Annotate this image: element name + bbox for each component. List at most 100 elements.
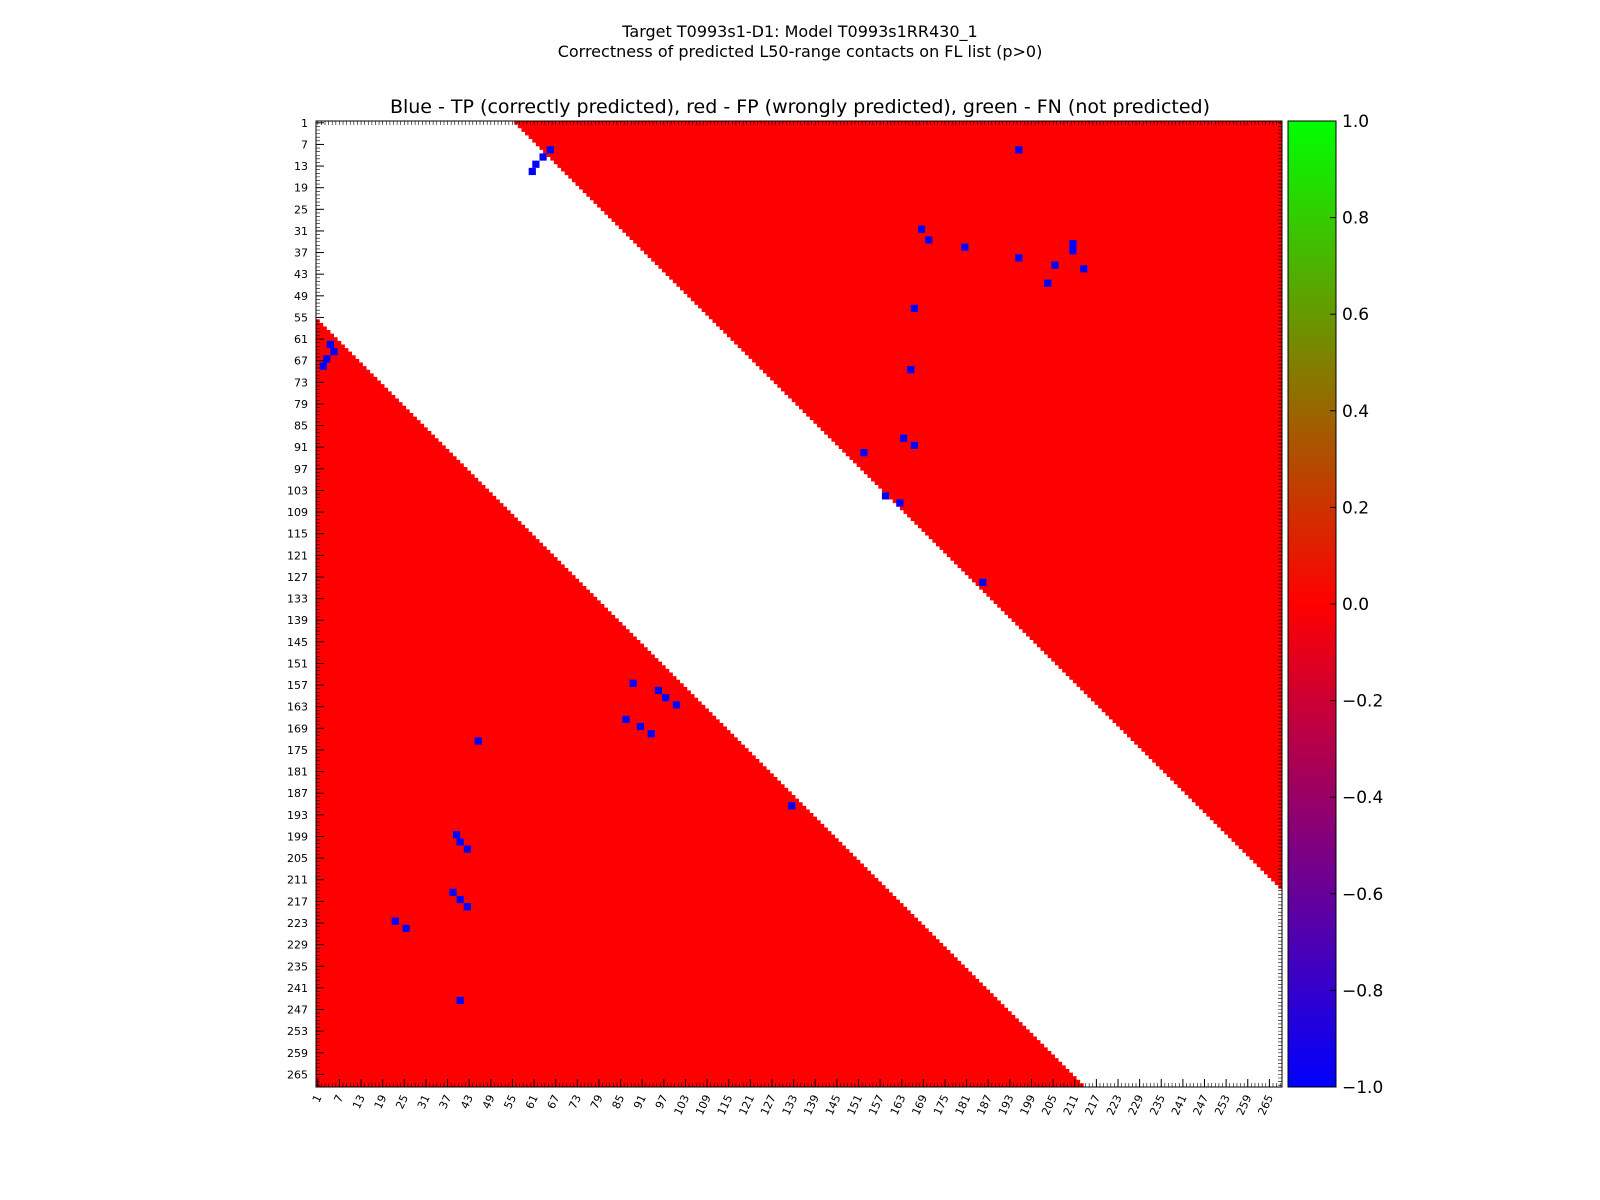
- y-tick-label: 223: [287, 917, 308, 930]
- tp-contact-mark: [662, 694, 670, 702]
- x-tick-label: 127: [758, 1093, 779, 1118]
- tp-contact-mark: [456, 895, 464, 904]
- tp-contact-mark: [463, 845, 471, 853]
- y-tick-label: 163: [287, 701, 308, 714]
- x-tick-label: 109: [693, 1093, 714, 1118]
- x-tick-label: 247: [1191, 1093, 1212, 1118]
- x-tick-label: 181: [953, 1093, 974, 1118]
- colorbar-tick-label: 0.6: [1342, 305, 1369, 325]
- tp-contact-mark: [907, 366, 915, 374]
- tp-contact-mark: [1080, 265, 1088, 273]
- x-tick-label: 43: [458, 1093, 476, 1111]
- x-tick-label: 145: [823, 1093, 844, 1118]
- x-tick-label: 79: [588, 1093, 606, 1111]
- y-tick-label: 211: [287, 874, 308, 887]
- y-tick-label: 127: [287, 571, 308, 584]
- y-tick-label: 61: [294, 333, 308, 346]
- tp-contact-mark: [528, 167, 536, 176]
- y-tick-label: 229: [287, 939, 308, 952]
- tp-contact-mark: [456, 996, 464, 1005]
- x-tick-label: 139: [801, 1093, 822, 1118]
- fp-region-lower: [316, 319, 1084, 1087]
- y-tick-label: 13: [294, 160, 308, 173]
- tp-contact-mark: [1051, 261, 1059, 269]
- y-tick-label: 265: [287, 1068, 308, 1081]
- tp-contact-mark: [330, 348, 338, 356]
- y-tick-label: 151: [287, 657, 308, 670]
- y-tick-label: 115: [287, 528, 308, 541]
- y-tick-label: 73: [294, 376, 308, 389]
- y-tick-label: 175: [287, 744, 308, 757]
- y-tick-label: 67: [294, 355, 308, 368]
- tp-contact-mark: [449, 888, 457, 896]
- tp-contact-mark: [788, 802, 796, 810]
- tp-contact-mark: [622, 715, 630, 723]
- x-tick-label: 67: [545, 1093, 563, 1111]
- y-tick-label: 91: [294, 441, 308, 454]
- x-tick-label: 19: [372, 1093, 390, 1111]
- x-tick-label: 25: [393, 1093, 411, 1111]
- y-tick-label: 49: [294, 290, 308, 303]
- y-tick-label: 133: [287, 593, 308, 606]
- colorbar-tick-label: 0.4: [1342, 402, 1369, 422]
- y-tick-label: 235: [287, 960, 308, 973]
- x-tick-label: 229: [1126, 1093, 1147, 1118]
- x-tick-label: 37: [437, 1093, 455, 1111]
- x-tick-label: 211: [1061, 1093, 1082, 1118]
- tp-contact-mark: [402, 924, 410, 933]
- tp-contact-mark: [629, 679, 637, 687]
- x-tick-label: 1: [310, 1093, 325, 1105]
- tp-contact-mark: [1044, 279, 1052, 287]
- tp-contact-mark: [961, 243, 969, 251]
- colorbar-tick-label: −0.4: [1342, 788, 1383, 808]
- y-tick-label: 253: [287, 1025, 308, 1038]
- tp-contact-mark: [896, 499, 904, 507]
- x-tick-label: 151: [845, 1093, 866, 1118]
- y-tick-label: 7: [301, 138, 308, 151]
- colorbar-tick-label: −0.8: [1342, 981, 1383, 1001]
- tp-contact-mark: [860, 449, 868, 457]
- y-tick-label: 217: [287, 895, 308, 908]
- tp-contact-mark: [910, 304, 918, 313]
- y-tick-label: 169: [287, 722, 308, 735]
- x-tick-label: 265: [1255, 1093, 1276, 1118]
- x-tick-label: 97: [653, 1093, 671, 1111]
- x-tick-label: 133: [780, 1093, 801, 1118]
- figure-title: Target T0993s1-D1: Model T0993s1RR430_1: [622, 22, 978, 41]
- x-tick-label: 61: [523, 1093, 541, 1111]
- y-tick-label: 139: [287, 614, 308, 627]
- colorbar-tick-label: 1.0: [1342, 112, 1369, 132]
- y-tick-label: 31: [294, 225, 308, 238]
- y-tick-label: 97: [294, 463, 308, 476]
- figure-subtitle: Correctness of predicted L50-range conta…: [557, 42, 1043, 61]
- tp-contact-mark: [452, 831, 461, 839]
- x-tick-label: 235: [1147, 1093, 1168, 1118]
- x-tick-label: 217: [1082, 1093, 1103, 1118]
- y-tick-label: 19: [294, 182, 308, 195]
- tp-contact-mark: [456, 838, 464, 846]
- x-tick-label: 205: [1039, 1093, 1060, 1118]
- y-tick-label: 43: [294, 268, 308, 281]
- y-tick-label: 37: [294, 247, 308, 260]
- colorbar-gradient: [1287, 120, 1337, 1088]
- tp-contact-mark: [326, 340, 335, 349]
- tp-contact-mark: [910, 441, 918, 450]
- y-tick-label: 103: [287, 484, 308, 497]
- tp-contact-mark: [1069, 247, 1077, 255]
- x-tick-label: 199: [1018, 1093, 1039, 1118]
- y-tick-label: 187: [287, 787, 308, 800]
- y-tick-label: 157: [287, 679, 308, 692]
- tp-contact-mark: [1015, 254, 1023, 262]
- y-tick-label: 193: [287, 809, 308, 822]
- colorbar-tick-label: −0.6: [1342, 885, 1383, 905]
- tp-contact-mark: [636, 722, 645, 731]
- y-tick-label: 199: [287, 830, 308, 843]
- tp-contact-mark: [474, 737, 482, 745]
- tp-contact-mark: [647, 730, 655, 738]
- x-tick-label: 259: [1234, 1093, 1255, 1118]
- x-tick-label: 7: [331, 1093, 346, 1105]
- y-tick-label: 181: [287, 766, 308, 779]
- x-tick-label: 91: [631, 1093, 649, 1111]
- tp-contact-mark: [546, 146, 554, 154]
- contact-map-heatmap: [316, 121, 1282, 1087]
